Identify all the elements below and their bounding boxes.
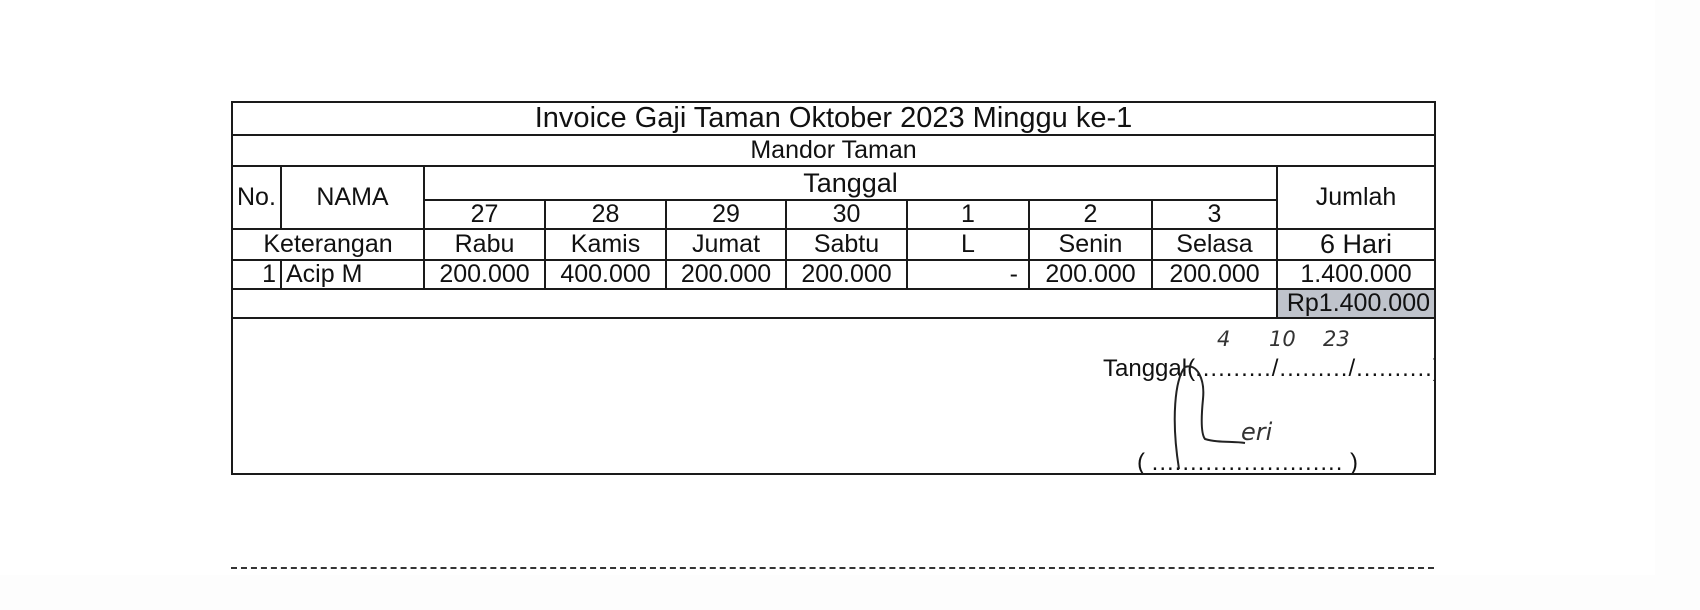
- cut-line: [231, 567, 1434, 569]
- days-total: 6 Hari: [1275, 228, 1437, 261]
- row-value: 200.000: [1151, 259, 1278, 290]
- date-label: Tanggal: [1103, 355, 1188, 382]
- row-value: 200.000: [665, 259, 787, 290]
- row-jumlah: 1.400.000: [1275, 259, 1437, 290]
- keterangan-label: Keterangan: [231, 228, 425, 261]
- signature-section: 4 10 23 Tanggal(........../........./...…: [230, 317, 1437, 475]
- date-cell: 2: [1028, 199, 1153, 230]
- date-cell: 1: [906, 199, 1030, 230]
- row-value: 200.000: [423, 259, 546, 290]
- date-day: 4: [1217, 327, 1231, 351]
- day-cell: L: [906, 228, 1030, 261]
- day-cell: Sabtu: [785, 228, 908, 261]
- date-cell: 29: [665, 199, 787, 230]
- day-cell: Senin: [1028, 228, 1153, 261]
- header-jumlah: Jumlah: [1275, 165, 1437, 230]
- day-cell: Jumat: [665, 228, 787, 261]
- day-cell: Rabu: [423, 228, 546, 261]
- date-cell: 28: [544, 199, 667, 230]
- table-row: 1 Acip M 200.000 400.000 200.000 200.000…: [231, 259, 1437, 290]
- invoice-table: Invoice Gaji Taman Oktober 2023 Minggu k…: [230, 101, 1437, 475]
- day-cell: Selasa: [1151, 228, 1278, 261]
- grand-total: Rp1.400.000: [1275, 288, 1437, 319]
- row-value: 200.000: [785, 259, 908, 290]
- date-month: 10: [1269, 327, 1296, 351]
- signature-name-line: ( ......................... ): [1137, 449, 1359, 474]
- row-value: 200.000: [1028, 259, 1153, 290]
- row-value: -: [906, 259, 1030, 290]
- invoice-title: Invoice Gaji Taman Oktober 2023 Minggu k…: [230, 101, 1437, 136]
- invoice-subtitle: Mandor Taman: [230, 134, 1437, 167]
- date-cell: 27: [423, 199, 546, 230]
- row-no: 1: [231, 259, 282, 290]
- date-year: 23: [1323, 327, 1350, 351]
- row-value: 400.000: [544, 259, 667, 290]
- header-nama: NAMA: [280, 165, 425, 230]
- signature-name: eri: [1241, 418, 1273, 446]
- day-cell: Kamis: [544, 228, 667, 261]
- signature-date: Tanggal(........../........./..........): [1103, 355, 1433, 382]
- signature-mark: [1173, 365, 1246, 470]
- row-nama: Acip M: [280, 259, 425, 290]
- date-cell: 3: [1151, 199, 1278, 230]
- empty-total-row: [231, 288, 1278, 319]
- header-tanggal: Tanggal: [423, 165, 1278, 201]
- date-cell: 30: [785, 199, 908, 230]
- header-no: No.: [231, 165, 282, 230]
- scanned-page: Invoice Gaji Taman Oktober 2023 Minggu k…: [230, 101, 1437, 569]
